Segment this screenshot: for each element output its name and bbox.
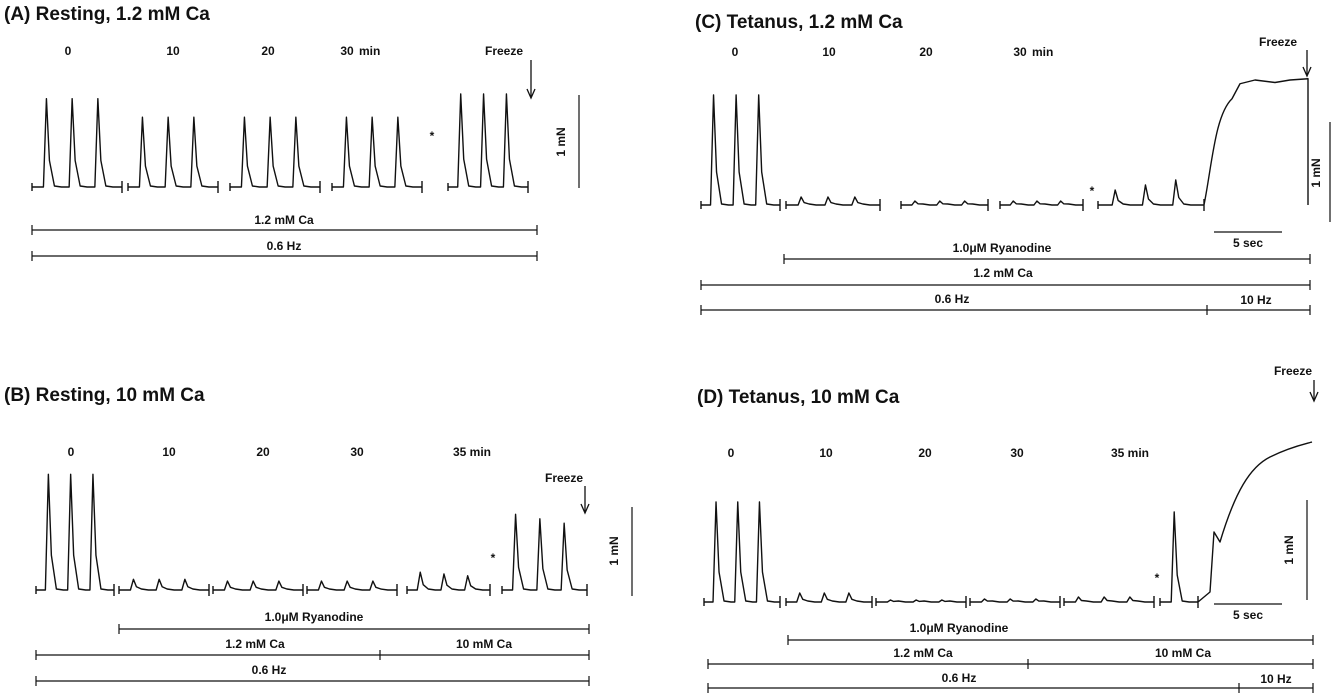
panel-c-bar-hz-low-label: 0.6 Hz (935, 292, 970, 306)
panel-c-time-30: 30 (1013, 45, 1027, 59)
panel-a-bar-ca-label: 1.2 mM Ca (254, 213, 314, 227)
panel-b-bar-hz (35, 676, 590, 686)
panel-c-force-trace (700, 78, 1309, 211)
panel-b-title: (B) Resting, 10 mM Ca (4, 385, 205, 406)
panel-c-time-0: 0 (732, 45, 739, 59)
panel-d-bar-ca-low (707, 659, 1029, 669)
panel-b-freeze-label: Freeze (545, 471, 583, 485)
panel-d-bar-ca-high-label: 10 mM Ca (1155, 646, 1211, 660)
panel-a-time-10: 10 (166, 44, 180, 58)
panel-c: (C) Tetanus, 1.2 mM Ca 0 10 20 30 min Fr… (695, 12, 1331, 315)
panel-b-asterisk: * (491, 551, 496, 565)
panel-b-time-35: 35 min (453, 445, 491, 459)
panel-b-time-0: 0 (68, 445, 75, 459)
panel-b-bar-ryanodine-label: 1.0μM Ryanodine (265, 610, 364, 624)
panel-a-title: (A) Resting, 1.2 mM Ca (4, 4, 210, 25)
panel-a-time-30: 30 (340, 44, 354, 58)
panel-d: (D) Tetanus, 10 mM Ca 0 10 20 30 35 min … (697, 364, 1319, 693)
panel-c-time-20: 20 (919, 45, 933, 59)
panel-b-bar-ca-low (35, 650, 381, 660)
panel-d-bar-hz-high-label: 10 Hz (1260, 672, 1291, 686)
panel-d-time-scale-label: 5 sec (1233, 608, 1263, 622)
panel-d-bar-ryanodine (787, 635, 1314, 645)
panel-b-bar-ryanodine (118, 624, 590, 634)
panel-c-bar-ryanodine (783, 254, 1311, 264)
panel-a-scale-label: 1 mN (554, 127, 568, 156)
panel-b-time-10: 10 (162, 445, 176, 459)
panel-a-bar-hz-label: 0.6 Hz (267, 239, 302, 253)
panel-a-freeze-label: Freeze (485, 44, 523, 58)
panel-a-time-0: 0 (65, 44, 72, 58)
panel-a-asterisk: * (430, 129, 435, 143)
panel-d-time-20: 20 (918, 446, 932, 460)
panel-d-bar-ryanodine-label: 1.0μM Ryanodine (910, 621, 1009, 635)
panel-c-title: (C) Tetanus, 1.2 mM Ca (695, 12, 903, 33)
panel-c-bar-hz-low (700, 305, 1208, 315)
panel-d-bar-ca-high (1028, 659, 1314, 669)
panel-d-scale-label: 1 mN (1282, 535, 1296, 564)
panel-c-bar-ryanodine-label: 1.0μM Ryanodine (953, 241, 1052, 255)
panel-d-bar-ca-low-label: 1.2 mM Ca (893, 646, 953, 660)
panel-a-force-trace (31, 93, 529, 193)
panel-d-bar-hz-high (1239, 683, 1314, 693)
panel-c-time-10: 10 (822, 45, 836, 59)
panel-d-asterisk: * (1155, 571, 1160, 585)
panel-b-time-20: 20 (256, 445, 270, 459)
panel-a-freeze-arrow (526, 60, 536, 100)
panel-d-time-0: 0 (728, 446, 735, 460)
panel-c-bar-ca (700, 280, 1311, 290)
panel-a-time-unit: min (359, 44, 380, 58)
panel-a: (A) Resting, 1.2 mM Ca 0 10 20 30 min Fr… (4, 4, 580, 261)
panel-b-bar-ca-low-label: 1.2 mM Ca (225, 637, 285, 651)
panel-a-bar-ca (31, 225, 538, 235)
panel-d-freeze-arrow (1309, 380, 1319, 403)
panel-b-bar-hz-label: 0.6 Hz (252, 663, 287, 677)
panel-d-force-trace (703, 441, 1313, 608)
panel-c-bar-hz-high-label: 10 Hz (1240, 293, 1271, 307)
panel-a-time-20: 20 (261, 44, 275, 58)
panel-c-bar-ca-label: 1.2 mM Ca (973, 266, 1033, 280)
panel-b-bar-ca-high-label: 10 mM Ca (456, 637, 512, 651)
panel-d-time-30: 30 (1010, 446, 1024, 460)
panel-c-freeze-arrow (1302, 50, 1312, 78)
panel-d-time-35: 35 min (1111, 446, 1149, 460)
panel-d-freeze-label: Freeze (1274, 364, 1312, 378)
panel-b-bar-ca-high (380, 650, 590, 660)
panel-c-freeze-label: Freeze (1259, 35, 1297, 49)
panel-c-scale-label: 1 mN (1309, 158, 1323, 187)
panel-b-freeze-arrow (580, 486, 590, 515)
panel-c-time-scale-label: 5 sec (1233, 236, 1263, 250)
panel-b-time-30: 30 (350, 445, 364, 459)
panel-c-asterisk: * (1090, 184, 1095, 198)
panel-a-bar-hz (31, 251, 538, 261)
panel-b-scale-label: 1 mN (607, 536, 621, 565)
panel-b: (B) Resting, 10 mM Ca 0 10 20 30 35 min … (4, 385, 633, 686)
panel-c-bar-hz-high (1207, 305, 1311, 315)
panel-d-bar-hz-low-label: 0.6 Hz (942, 671, 977, 685)
panel-d-time-10: 10 (819, 446, 833, 460)
panel-d-title: (D) Tetanus, 10 mM Ca (697, 387, 900, 408)
panel-b-force-trace (35, 473, 588, 596)
panel-c-time-unit: min (1032, 45, 1053, 59)
